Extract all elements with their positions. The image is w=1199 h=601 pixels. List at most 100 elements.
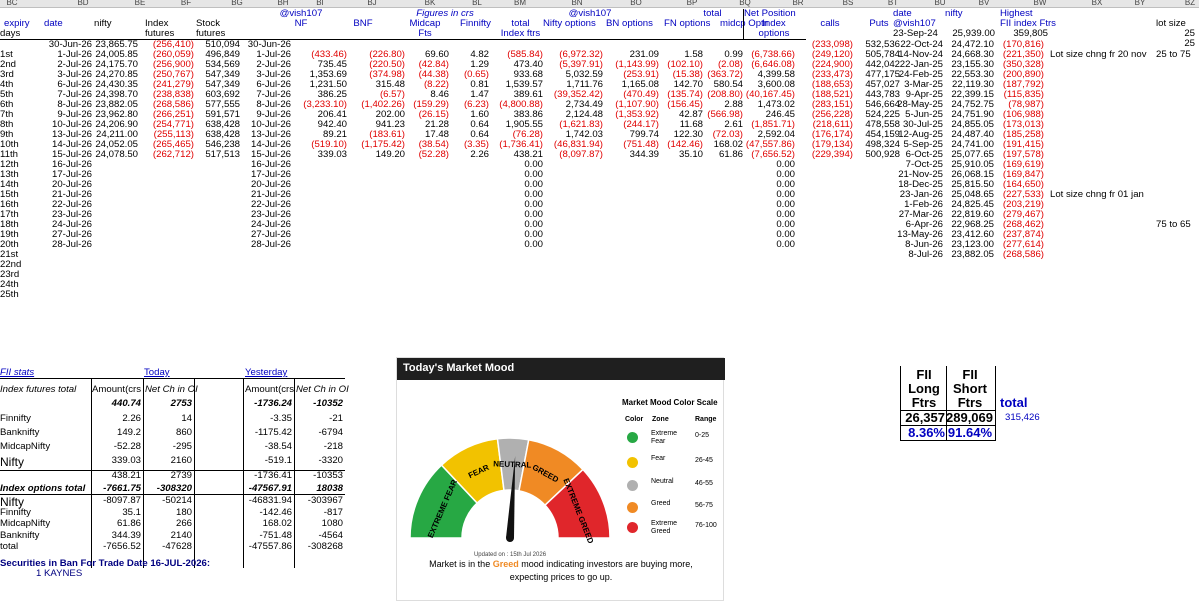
cell-puts[interactable]: 457,027 xyxy=(865,79,900,90)
cell-bno[interactable]: (1,353.92) xyxy=(615,109,659,120)
cell-tot2[interactable]: 0.00 xyxy=(776,229,795,240)
cell-hf[interactable]: (268,462) xyxy=(1002,219,1044,230)
cell-fno[interactable]: 35.10 xyxy=(678,149,703,160)
cell-bno[interactable]: (470.49) xyxy=(623,89,659,100)
cell-hd[interactable]: 14-Nov-24 xyxy=(898,49,943,60)
cell-d[interactable]: 18th xyxy=(0,219,19,230)
cell-tot2[interactable]: 0.00 xyxy=(776,219,795,230)
cell-idx[interactable]: (268,586) xyxy=(152,99,194,110)
cell-mco[interactable]: 168.02 xyxy=(713,139,743,150)
cell-date2[interactable]: 9-Jul-26 xyxy=(256,109,291,120)
fii-name[interactable]: MidcapNifty xyxy=(0,518,51,529)
cell-hn[interactable]: 26,068.15 xyxy=(951,169,994,180)
cell-puts[interactable]: 524,225 xyxy=(865,109,900,120)
cell-fin[interactable]: 1.60 xyxy=(470,109,489,120)
cell-tot[interactable]: 0.00 xyxy=(524,199,543,210)
cell-tot[interactable]: 0.00 xyxy=(524,179,543,190)
cell-hf[interactable]: (200,890) xyxy=(1002,69,1044,80)
cell-mid[interactable]: (44.38) xyxy=(418,69,449,80)
cell-tot[interactable]: 0.00 xyxy=(524,229,543,240)
fii-to[interactable]: -295 xyxy=(172,441,192,452)
cell-tot2[interactable]: (47,557.86) xyxy=(745,139,795,150)
cell-tot[interactable]: 438.21 xyxy=(513,149,543,160)
cell-bnf[interactable]: (6.57) xyxy=(379,89,405,100)
cell-hn[interactable]: 24,668.30 xyxy=(951,49,994,60)
cell-mco[interactable]: (363.72) xyxy=(707,69,743,80)
cell-fin[interactable]: (0.65) xyxy=(463,69,489,80)
cell-date[interactable]: 14-Jul-26 xyxy=(52,139,92,150)
cell-hn[interactable]: 24,855.05 xyxy=(951,119,994,130)
cell-hd[interactable]: 5-Jun-25 xyxy=(905,109,943,120)
cell-hd[interactable]: 5-Sep-25 xyxy=(903,139,943,150)
cell-d[interactable]: 12th xyxy=(0,159,19,170)
cell-nf[interactable]: 1,353.69 xyxy=(309,69,347,80)
cell-hn[interactable]: 24,825.45 xyxy=(951,199,994,210)
column-header-bw[interactable]: BW xyxy=(1033,0,1047,7)
cell-date2[interactable]: 3-Jul-26 xyxy=(256,69,291,80)
cell-bno[interactable]: (253.91) xyxy=(623,69,659,80)
cell-tot[interactable]: 389.61 xyxy=(513,89,543,100)
fii-name[interactable]: Banknifty xyxy=(0,427,40,438)
cell-hf[interactable]: (185,258) xyxy=(1002,129,1044,140)
fii-yo[interactable]: 1080 xyxy=(321,518,343,529)
cell-d[interactable]: 21st xyxy=(0,249,19,260)
column-header-bn[interactable]: BN xyxy=(571,0,583,7)
cell-fno[interactable]: (142.46) xyxy=(667,139,703,150)
cell-hd[interactable]: 1-Feb-26 xyxy=(904,199,943,210)
cell-date[interactable]: 10-Jul-26 xyxy=(52,119,92,130)
cell-nifty[interactable]: 24,211.00 xyxy=(96,129,138,140)
cell-mco[interactable]: 61.86 xyxy=(718,149,743,160)
cell-idx[interactable]: (262,712) xyxy=(152,149,194,160)
cell-stk[interactable]: 577,555 xyxy=(205,99,240,110)
fii-ta[interactable]: -52.28 xyxy=(113,441,141,452)
cell-hn[interactable]: 23,155.30 xyxy=(951,59,994,70)
cell-calls[interactable]: (256,228) xyxy=(811,109,853,120)
cell-fin[interactable]: 0.64 xyxy=(470,119,489,130)
cell-calls[interactable]: (188,521) xyxy=(811,89,853,100)
cell-idx[interactable]: (256,900) xyxy=(152,59,194,70)
cell-bno[interactable]: 344.39 xyxy=(629,149,659,160)
cell-hf[interactable]: (268,586) xyxy=(1002,249,1044,260)
cell-hd[interactable]: 6-Oct-25 xyxy=(905,149,943,160)
cell-date2[interactable]: 7-Jul-26 xyxy=(256,89,291,100)
cell-bnf[interactable]: (183.61) xyxy=(369,129,405,140)
cell-mco[interactable]: (566.98) xyxy=(707,109,743,120)
cell-hd[interactable]: 9-Apr-25 xyxy=(905,89,943,100)
column-header-by[interactable]: BY xyxy=(1134,0,1146,7)
cell-tot2[interactable]: 3,600.08 xyxy=(757,79,795,90)
cell-fin[interactable]: (6.23) xyxy=(463,99,489,110)
cell-date[interactable]: 6-Jul-26 xyxy=(57,79,92,90)
cell-fno[interactable]: (135.74) xyxy=(667,89,703,100)
cell-hd[interactable]: 18-Dec-25 xyxy=(898,179,943,190)
cell-fno[interactable]: 42.87 xyxy=(678,109,703,120)
cell-hf[interactable]: (169,847) xyxy=(1002,169,1044,180)
cell-stk[interactable]: 517,513 xyxy=(205,149,240,160)
cell-bno[interactable]: 231.09 xyxy=(629,49,659,60)
column-header-bp[interactable]: BP xyxy=(686,0,698,7)
cell-idx[interactable]: (266,251) xyxy=(152,109,194,120)
cell-d[interactable]: 14th xyxy=(0,179,19,190)
column-header-bt[interactable]: BT xyxy=(887,0,899,7)
cell-date[interactable]: 3-Jul-26 xyxy=(57,69,92,80)
cell-mco[interactable]: (208.80) xyxy=(707,89,743,100)
cell-nop[interactable]: (1,621.83) xyxy=(559,119,603,130)
cell-date2[interactable]: 10-Jul-26 xyxy=(251,119,291,130)
cell-bnf[interactable]: 315.48 xyxy=(375,79,405,90)
fii-ta[interactable]: 61.86 xyxy=(116,518,141,529)
cell-tot2[interactable]: (7,656.52) xyxy=(751,149,795,160)
fii-yo[interactable]: -6794 xyxy=(318,427,343,438)
cell-mid[interactable]: (52.28) xyxy=(418,149,449,160)
fii-to[interactable]: -50214 xyxy=(162,495,192,506)
cell-d[interactable]: 22nd xyxy=(0,259,22,270)
fii-ta[interactable]: 35.1 xyxy=(122,506,141,518)
cell-nifty[interactable]: 23,865.75 xyxy=(95,39,138,50)
column-header-br[interactable]: BR xyxy=(792,0,804,7)
cell-bnf[interactable]: (1,402.26) xyxy=(361,99,405,110)
cell-tot[interactable]: 383.86 xyxy=(513,109,543,120)
fii-name[interactable]: total xyxy=(0,541,19,552)
cell-fno[interactable]: 11.68 xyxy=(679,119,703,130)
cell-note[interactable]: Lot size chng fr 20 nov xyxy=(1050,49,1147,60)
cell-stk[interactable]: 510,094 xyxy=(205,39,240,50)
cell-hn[interactable]: 24,752.75 xyxy=(951,99,994,110)
cell-hf[interactable]: (173,013) xyxy=(1002,119,1044,130)
